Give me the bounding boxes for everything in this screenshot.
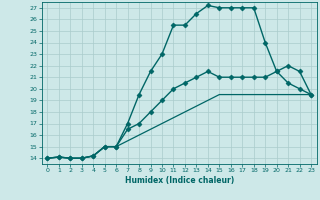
X-axis label: Humidex (Indice chaleur): Humidex (Indice chaleur) xyxy=(124,176,234,185)
